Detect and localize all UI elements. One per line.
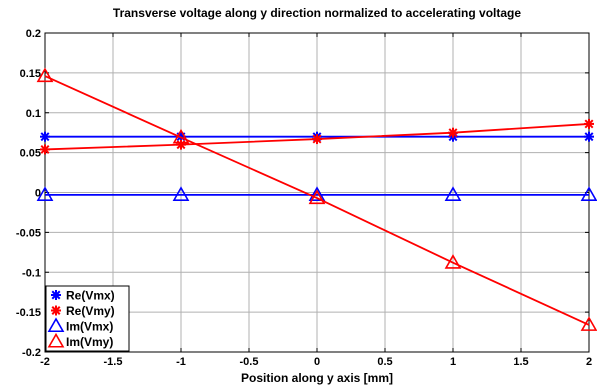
x-tick-label: 2: [586, 356, 592, 368]
y-tick-label: 0.1: [26, 108, 41, 120]
data-point: [36, 67, 54, 83]
y-tick-label: -0.2: [22, 347, 41, 359]
data-point: [444, 186, 462, 201]
data-point: [40, 131, 50, 142]
x-tick-label: -2: [40, 356, 50, 368]
series-im-vmy-: [36, 67, 597, 331]
legend-label: Im(Vmx): [66, 320, 113, 334]
legend-label: Re(Vmy): [66, 304, 115, 318]
y-tick-label: 0.2: [26, 28, 41, 40]
legend-marker: [47, 317, 65, 333]
axis-ticks: -2 -1.5 -1 -0.5 0 0.5 1 1.5 2 -0.2 -0.15 -0.1 -0.05 0…: [16, 28, 592, 368]
y-tick-label: 0.05: [20, 148, 41, 160]
y-tick-label: -0.1: [22, 267, 41, 279]
legend-label: Re(Vmx): [66, 289, 115, 303]
data-point: [308, 189, 326, 205]
data-point: [172, 186, 190, 201]
data-point: [448, 127, 458, 138]
legend-marker: [51, 290, 61, 300]
legend-marker: [51, 305, 61, 316]
x-axis-title: Position along y axis [mm]: [241, 371, 393, 385]
y-tick-label: -0.15: [16, 307, 41, 319]
data-point: [580, 186, 597, 201]
data-point: [172, 128, 190, 144]
x-tick-label: -1: [176, 356, 186, 368]
x-tick-label: -0.5: [240, 356, 259, 368]
legend-label: Im(Vmy): [66, 335, 113, 349]
x-tick-label: -1.5: [104, 356, 123, 368]
series-im-vmx-: [36, 186, 597, 201]
x-tick-label: 0.5: [377, 356, 392, 368]
series-line: [44, 75, 590, 326]
data-point: [584, 131, 594, 142]
data-point: [584, 118, 594, 129]
y-tick-label: 0: [35, 188, 41, 200]
x-tick-label: 1.5: [513, 356, 528, 368]
data-point: [40, 144, 50, 155]
chart-title: Transverse voltage along y direction nor…: [113, 6, 521, 20]
legend: Re(Vmx)Re(Vmy) Im(Vmx)Im(Vmy): [45, 285, 130, 352]
x-tick-label: 0: [314, 356, 320, 368]
legend-marker: [47, 332, 65, 348]
series-re-vmy-: [40, 118, 594, 155]
data-point: [444, 254, 462, 269]
data-point: [36, 186, 54, 201]
data-point: [308, 186, 326, 201]
y-tick-label: 0.15: [20, 68, 41, 80]
data-point: [580, 316, 597, 331]
data-point: [176, 139, 186, 150]
x-tick-label: 1: [450, 356, 456, 368]
data-point: [312, 134, 322, 145]
y-tick-label: -0.05: [16, 227, 41, 239]
series-layer: [36, 67, 597, 331]
